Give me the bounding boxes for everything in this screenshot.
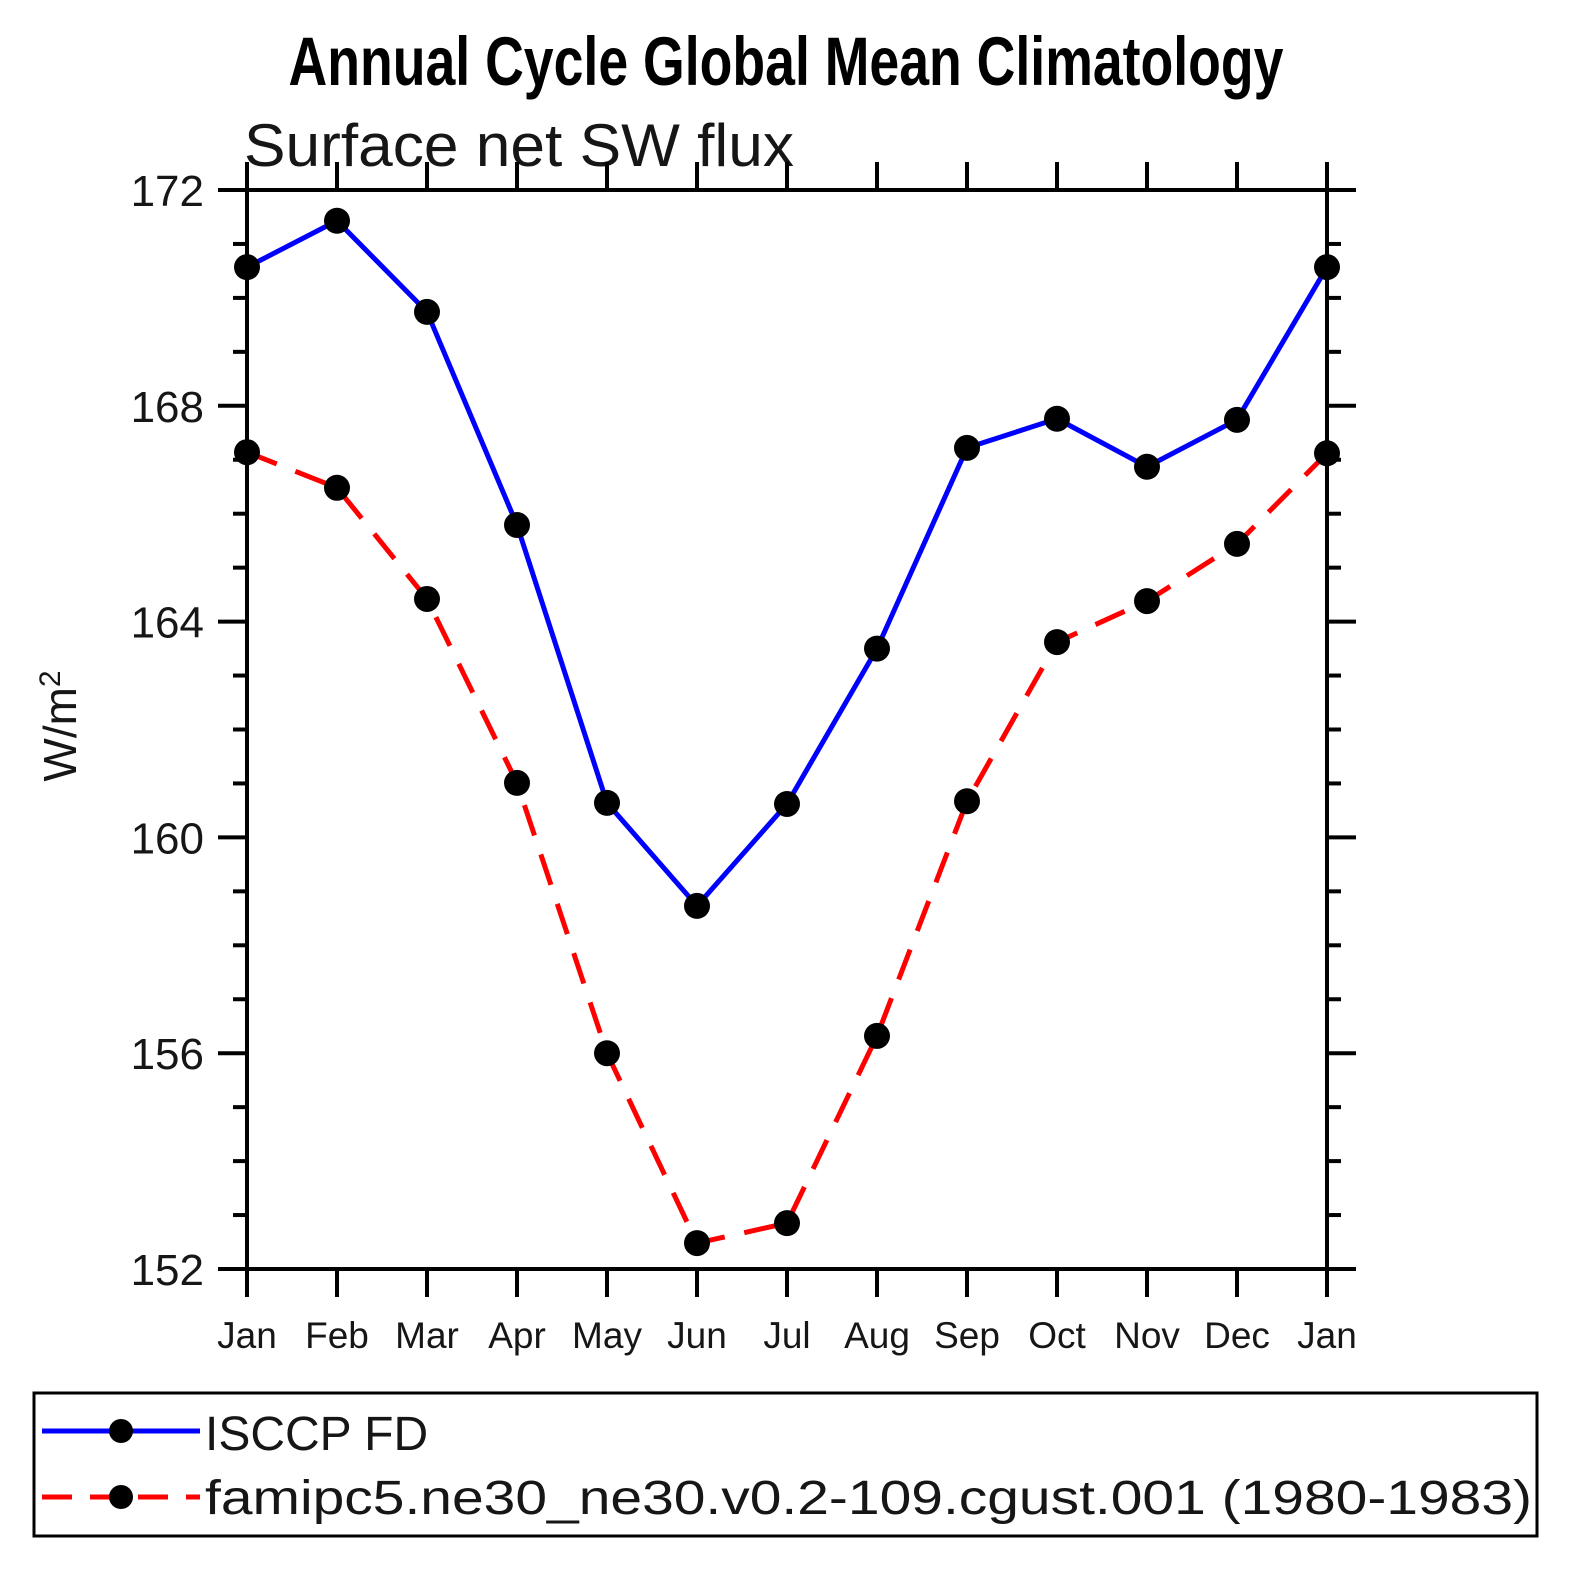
x-tick-label: Jan xyxy=(217,1315,277,1356)
data-point-famipc5 xyxy=(774,1210,800,1237)
data-point-isccp-fd xyxy=(684,892,710,919)
data-point-isccp-fd xyxy=(504,512,530,539)
legend-sample-marker xyxy=(109,1419,133,1443)
y-tick-label: 160 xyxy=(131,814,204,863)
data-point-isccp-fd xyxy=(774,790,800,817)
data-point-famipc5 xyxy=(864,1022,890,1049)
y-axis-title-base: W/m xyxy=(34,687,86,782)
data-point-isccp-fd xyxy=(954,434,980,461)
data-point-famipc5 xyxy=(1314,440,1340,467)
data-point-famipc5 xyxy=(504,769,530,796)
y-tick-label: 156 xyxy=(131,1030,204,1079)
data-point-isccp-fd xyxy=(234,254,260,281)
data-point-famipc5 xyxy=(1044,629,1070,656)
x-tick-label: Nov xyxy=(1114,1315,1180,1356)
y-tick-label: 164 xyxy=(131,599,204,648)
legend: ISCCP FD famipc5.ne30_ne30.v0.2-109.cgus… xyxy=(32,1391,1539,1538)
data-point-famipc5 xyxy=(1224,530,1250,557)
data-point-isccp-fd xyxy=(1134,453,1160,480)
legend-label: famipc5.ne30_ne30.v0.2-109.cgust.001 (19… xyxy=(205,1472,1532,1525)
data-point-famipc5 xyxy=(324,474,350,501)
data-point-isccp-fd xyxy=(324,207,350,234)
x-tick-label: Apr xyxy=(488,1315,546,1356)
data-point-isccp-fd xyxy=(414,298,440,325)
x-tick-label: Dec xyxy=(1204,1315,1270,1356)
plot-area xyxy=(218,162,1356,1297)
y-tick-label: 168 xyxy=(131,383,204,432)
plot-frame xyxy=(245,188,1329,1271)
y-axis-title-exponent: 2 xyxy=(34,670,67,687)
series-line-famipc5 xyxy=(246,449,1329,1246)
data-point-famipc5 xyxy=(414,585,440,612)
x-tick-label: Jun xyxy=(667,1315,727,1356)
page-title: Annual Cycle Global Mean Climatology xyxy=(289,23,1284,100)
data-point-famipc5 xyxy=(234,439,260,466)
x-tick-label: Mar xyxy=(395,1315,459,1356)
y-axis-title: W/m2 xyxy=(34,670,86,781)
x-tick-label: Jan xyxy=(1297,1315,1357,1356)
legend-box xyxy=(32,1391,1539,1538)
x-tick-label: Feb xyxy=(305,1315,369,1356)
data-point-famipc5 xyxy=(684,1230,710,1257)
data-point-famipc5 xyxy=(594,1040,620,1067)
x-tick-label: Oct xyxy=(1028,1315,1086,1356)
legend-sample-marker xyxy=(109,1485,133,1509)
data-point-isccp-fd xyxy=(1224,406,1250,433)
y-tick-label: 152 xyxy=(131,1246,204,1295)
x-tick-label: May xyxy=(572,1315,642,1356)
data-point-isccp-fd xyxy=(864,635,890,662)
legend-label: ISCCP FD xyxy=(205,1408,428,1461)
data-point-famipc5 xyxy=(954,788,980,815)
y-tick-label: 172 xyxy=(131,167,204,216)
x-tick-label: Jul xyxy=(763,1315,810,1356)
data-point-famipc5 xyxy=(1134,588,1160,615)
data-point-isccp-fd xyxy=(1044,405,1070,432)
data-point-isccp-fd xyxy=(1314,254,1340,281)
x-tick-label: Aug xyxy=(844,1315,910,1356)
x-tick-label: Sep xyxy=(934,1315,1000,1356)
data-point-isccp-fd xyxy=(594,789,620,816)
